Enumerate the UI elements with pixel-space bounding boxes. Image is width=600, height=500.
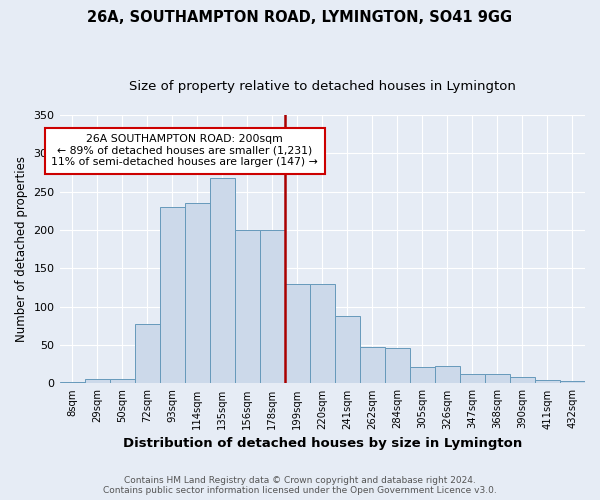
- Bar: [485, 374, 510, 384]
- Bar: [260, 230, 285, 384]
- Bar: [560, 381, 585, 384]
- Bar: [160, 207, 185, 384]
- Bar: [385, 348, 410, 384]
- Text: Contains HM Land Registry data © Crown copyright and database right 2024.
Contai: Contains HM Land Registry data © Crown c…: [103, 476, 497, 495]
- Bar: [335, 316, 360, 384]
- Bar: [310, 284, 335, 384]
- X-axis label: Distribution of detached houses by size in Lymington: Distribution of detached houses by size …: [122, 437, 522, 450]
- Bar: [209, 178, 235, 384]
- Bar: [510, 378, 535, 384]
- Text: 26A, SOUTHAMPTON ROAD, LYMINGTON, SO41 9GG: 26A, SOUTHAMPTON ROAD, LYMINGTON, SO41 9…: [88, 10, 512, 25]
- Bar: [435, 366, 460, 384]
- Text: 26A SOUTHAMPTON ROAD: 200sqm
← 89% of detached houses are smaller (1,231)
11% of: 26A SOUTHAMPTON ROAD: 200sqm ← 89% of de…: [51, 134, 318, 168]
- Bar: [59, 382, 85, 384]
- Bar: [285, 284, 310, 384]
- Bar: [85, 379, 110, 384]
- Y-axis label: Number of detached properties: Number of detached properties: [15, 156, 28, 342]
- Bar: [410, 366, 435, 384]
- Bar: [185, 203, 209, 384]
- Bar: [460, 374, 485, 384]
- Bar: [110, 379, 134, 384]
- Bar: [235, 230, 260, 384]
- Bar: [535, 380, 560, 384]
- Bar: [360, 346, 385, 384]
- Bar: [134, 324, 160, 384]
- Title: Size of property relative to detached houses in Lymington: Size of property relative to detached ho…: [129, 80, 516, 93]
